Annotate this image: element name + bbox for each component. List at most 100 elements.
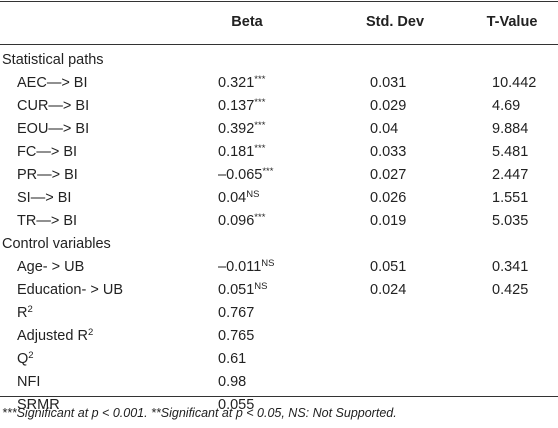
- t-value-cell: 2.447: [492, 166, 528, 184]
- cell-text: 0.98: [218, 374, 247, 390]
- cell-text: –0.065: [218, 167, 263, 183]
- significance: ***: [254, 120, 266, 131]
- cell-text: 0.026: [370, 190, 407, 206]
- t-value-cell: 10.442: [492, 74, 536, 92]
- section-title: Statistical paths: [2, 52, 104, 68]
- label-text: AEC—> BI: [17, 75, 88, 91]
- std-dev-cell: 0.019: [370, 212, 406, 230]
- significance: NS: [246, 189, 260, 200]
- beta-cell: 0.321***: [218, 74, 265, 92]
- cell-text: 5.481: [492, 144, 529, 160]
- significance: ***: [254, 143, 266, 154]
- section-title: Control variables: [2, 236, 111, 252]
- footnote: ***Significant at p < 0.001. **Significa…: [2, 406, 397, 420]
- label-text: Q: [17, 351, 29, 367]
- cell-text: 10.442: [492, 75, 537, 91]
- row-label: PR—> BI: [17, 166, 78, 184]
- cell-text: 0.027: [370, 167, 407, 183]
- cell-text: 0.61: [218, 351, 247, 367]
- cell-text: 0.321: [218, 75, 255, 91]
- beta-cell: 0.98: [218, 373, 246, 391]
- cell-text: 1.551: [492, 190, 529, 206]
- row-label: SI—> BI: [17, 189, 71, 207]
- column-header: Std. Dev: [365, 14, 425, 30]
- cell-text: 5.035: [492, 213, 529, 229]
- cell-text: 0.04: [370, 121, 399, 137]
- row-label: Q2: [17, 350, 34, 368]
- label-superscript: 2: [87, 327, 94, 338]
- std-dev-cell: 0.024: [370, 281, 406, 299]
- beta-cell: –0.011NS: [218, 258, 274, 276]
- cell-text: 0.767: [218, 305, 255, 321]
- cell-text: 0.019: [370, 213, 407, 229]
- label-text: NFI: [17, 374, 41, 390]
- cell-text: 4.69: [492, 98, 521, 114]
- label-superscript: 2: [28, 350, 34, 361]
- std-dev-cell: 0.027: [370, 166, 406, 184]
- cell-text: 0.096: [218, 213, 255, 229]
- row-label: NFI: [17, 373, 40, 391]
- column-header: T-Value: [486, 14, 538, 30]
- beta-cell: 0.055: [218, 396, 254, 414]
- significance: ***: [254, 212, 266, 223]
- cell-text: 0.137: [218, 98, 255, 114]
- beta-cell: 0.137***: [218, 97, 265, 115]
- label-text: FC—> BI: [17, 144, 78, 160]
- label-text: Adjusted R: [17, 328, 88, 344]
- std-dev-cell: 0.026: [370, 189, 406, 207]
- significance: ***: [254, 97, 266, 108]
- cell-text: 0.031: [370, 75, 407, 91]
- row-label: SRMR: [17, 396, 60, 414]
- t-value-cell: 5.481: [492, 143, 528, 161]
- t-value-cell: 4.69: [492, 97, 520, 115]
- cell-text: 0.392: [218, 121, 255, 137]
- beta-cell: 0.765: [218, 327, 254, 345]
- std-dev-cell: 0.051: [370, 258, 406, 276]
- label-text: SRMR: [17, 397, 60, 413]
- rule: [0, 44, 558, 45]
- cell-text: 0.055: [218, 397, 255, 413]
- cell-text: 9.884: [492, 121, 529, 137]
- cell-text: 0.051: [218, 282, 255, 298]
- label-text: CUR—> BI: [17, 98, 90, 114]
- t-value-cell: 1.551: [492, 189, 528, 207]
- cell-text: 0.033: [370, 144, 407, 160]
- row-label: Adjusted R2: [17, 327, 93, 345]
- row-label: TR—> BI: [17, 212, 77, 230]
- t-value-cell: 0.425: [492, 281, 528, 299]
- row-label: R2: [17, 304, 33, 322]
- row-label: EOU—> BI: [17, 120, 89, 138]
- row-label: FC—> BI: [17, 143, 77, 161]
- rule: [0, 1, 558, 2]
- significance: NS: [254, 281, 268, 292]
- cell-text: 2.447: [492, 167, 529, 183]
- t-value-cell: 0.341: [492, 258, 528, 276]
- beta-cell: 0.096***: [218, 212, 265, 230]
- beta-cell: 0.61: [218, 350, 246, 368]
- cell-text: 0.04: [218, 190, 247, 206]
- cell-text: –0.011: [218, 259, 262, 275]
- label-text: PR—> BI: [17, 167, 78, 183]
- significance: ***: [262, 166, 274, 177]
- cell-text: 0.024: [370, 282, 407, 298]
- beta-cell: –0.065***: [218, 166, 273, 184]
- t-value-cell: 5.035: [492, 212, 528, 230]
- label-text: EOU—> BI: [17, 121, 90, 137]
- beta-cell: 0.04NS: [218, 189, 259, 207]
- row-label: AEC—> BI: [17, 74, 88, 92]
- cell-text: 0.051: [370, 259, 407, 275]
- label-text: Age- > UB: [17, 259, 85, 275]
- beta-cell: 0.767: [218, 304, 254, 322]
- beta-cell: 0.392***: [218, 120, 265, 138]
- cell-text: 0.765: [218, 328, 255, 344]
- std-dev-cell: 0.033: [370, 143, 406, 161]
- significance: NS: [261, 258, 275, 269]
- column-header: Beta: [231, 14, 263, 30]
- row-label: Education- > UB: [17, 281, 123, 299]
- beta-cell: 0.181***: [218, 143, 265, 161]
- row-label: CUR—> BI: [17, 97, 89, 115]
- std-dev-cell: 0.029: [370, 97, 406, 115]
- cell-text: 0.425: [492, 282, 529, 298]
- beta-cell: 0.051NS: [218, 281, 268, 299]
